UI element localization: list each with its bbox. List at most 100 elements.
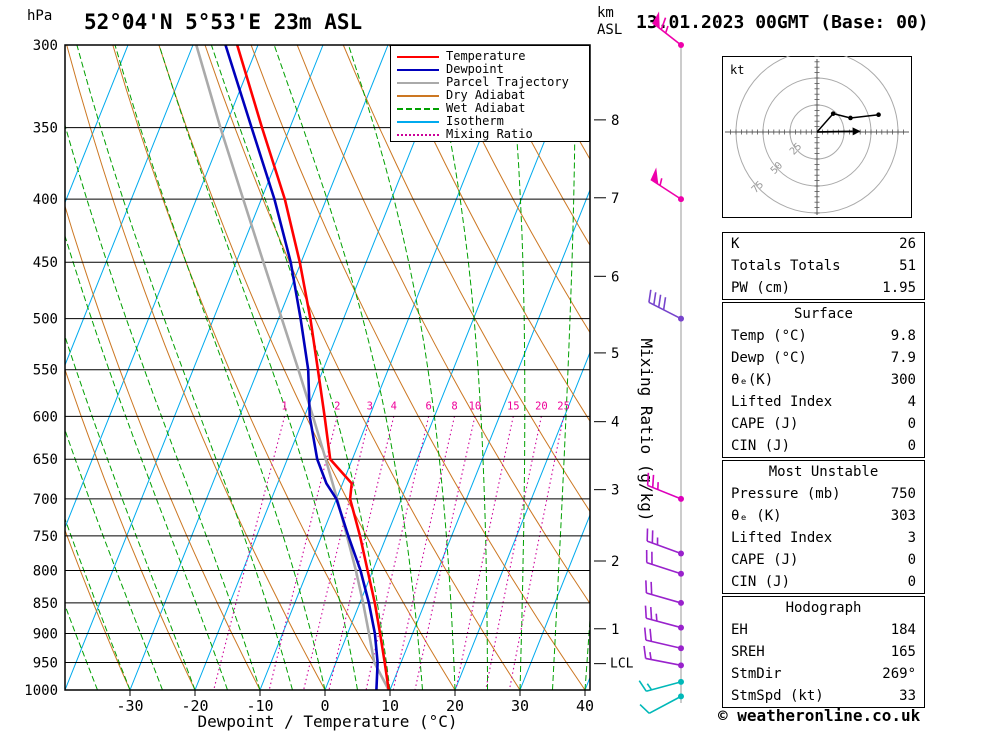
hodograph-unit-label: kt: [730, 63, 744, 77]
stat-value: 303: [890, 508, 916, 524]
svg-text:-10: -10: [246, 697, 273, 715]
svg-text:700: 700: [33, 492, 58, 508]
stats-table: Hodograph EH 184 SREH 165 StmDir 269° StmSpd (k…: [722, 596, 925, 708]
svg-text:-20: -20: [181, 697, 208, 715]
stat-label: K: [731, 236, 740, 252]
legend-label: Mixing Ratio: [446, 127, 533, 141]
stats-row: EH 184: [723, 619, 924, 641]
svg-text:30: 30: [511, 697, 529, 715]
copyright: © weatheronline.co.uk: [718, 706, 921, 725]
stat-value: 165: [890, 644, 916, 660]
stat-label: θₑ (K): [731, 508, 782, 524]
chart-legend: Temperature Dewpoint Parcel Trajectory Dry …: [390, 45, 590, 142]
svg-text:1: 1: [281, 400, 287, 412]
station-title: 52°04'N 5°53'E 23m ASL: [84, 10, 363, 34]
svg-text:500: 500: [33, 312, 58, 328]
svg-text:850: 850: [33, 596, 58, 612]
legend-label: Parcel Trajectory: [446, 75, 569, 89]
svg-text:2: 2: [611, 554, 619, 570]
dewpoint-trace: [224, 45, 379, 690]
stat-value: 7.9: [890, 350, 916, 366]
stats-row: CIN (J) 0: [723, 571, 924, 593]
stat-value: 9.8: [890, 328, 916, 344]
stats-row: CAPE (J) 0: [723, 413, 924, 435]
km-axis: 8 7 6 5 4 3 2 1 LCL Mixing Ratio (g/kg): [594, 113, 656, 672]
stats-row: StmDir 269°: [723, 663, 924, 685]
stat-label: Pressure (mb): [731, 486, 841, 502]
altitude-axis-unit-km: km: [597, 5, 614, 21]
svg-text:15: 15: [507, 400, 520, 412]
altitude-axis-unit-asl: ASL: [597, 22, 623, 38]
stat-label: θₑ(K): [731, 372, 774, 388]
svg-text:7: 7: [611, 191, 619, 207]
stat-value: 3: [907, 530, 916, 546]
legend-line-sample: [397, 120, 439, 123]
temperature-trace: [235, 45, 391, 690]
stats-row: PW (cm) 1.95: [723, 277, 924, 299]
stat-label: Temp (°C): [731, 328, 807, 344]
pressure-axis-labels: 300 350 400 450 500 550 600 650 700 750 800 850 900 9…: [24, 38, 58, 699]
stats-table: Surface Temp (°C) 9.8 Dewp (°C) 7.9 θₑ(K) 300 L…: [722, 302, 925, 458]
stats-table: K 26 Totals Totals 51 PW (cm) 1.95: [722, 232, 925, 300]
stats-row: Lifted Index 3: [723, 527, 924, 549]
svg-text:0: 0: [320, 697, 329, 715]
x-axis-title: Dewpoint / Temperature (°C): [197, 712, 457, 731]
svg-text:2: 2: [334, 400, 340, 412]
stats-row: CIN (J) 0: [723, 435, 924, 457]
stat-label: CAPE (J): [731, 416, 799, 432]
stat-value: 0: [907, 574, 916, 590]
legend-label: Temperature: [446, 49, 526, 63]
stats-table: Most Unstable Pressure (mb) 750 θₑ (K) 303 Li…: [722, 460, 925, 594]
legend-item: Isotherm: [395, 115, 589, 128]
stats-row: CAPE (J) 0: [723, 549, 924, 571]
stats-tables: K 26 Totals Totals 51 PW (cm) 1.95 Surface Temp…: [722, 232, 925, 710]
svg-text:-30: -30: [116, 697, 143, 715]
stat-value: 0: [907, 416, 916, 432]
legend-line-sample: [397, 107, 439, 110]
stats-row: Temp (°C) 9.8: [723, 325, 924, 347]
svg-text:800: 800: [33, 563, 58, 579]
svg-text:6: 6: [611, 269, 619, 285]
stats-row: K 26: [723, 233, 924, 255]
run-datetime: 13.01.2023 00GMT (Base: 00): [636, 12, 929, 33]
svg-text:25: 25: [557, 400, 570, 412]
legend-line-sample: [397, 55, 439, 58]
stat-label: EH: [731, 622, 748, 638]
svg-text:900: 900: [33, 627, 58, 643]
svg-text:450: 450: [33, 255, 58, 271]
stat-label: CAPE (J): [731, 552, 799, 568]
svg-text:40: 40: [576, 697, 594, 715]
isotherm-lines: [65, 45, 590, 690]
svg-text:10: 10: [381, 697, 399, 715]
svg-text:10: 10: [469, 400, 482, 412]
stats-row: Totals Totals 51: [723, 255, 924, 277]
svg-text:3: 3: [367, 400, 373, 412]
stat-label: PW (cm): [731, 280, 791, 296]
stat-value: 26: [899, 236, 916, 252]
temperature-axis: -30 -20 -10 0 10 20 30 40 Dewpoint / Temperature…: [116, 690, 594, 731]
mixing-ratio-lines: [213, 416, 565, 690]
altitude-axis-unit: km ASL: [597, 5, 622, 39]
svg-text:5: 5: [611, 346, 619, 362]
legend-label: Dewpoint: [446, 62, 504, 76]
legend-label: Isotherm: [446, 114, 504, 128]
svg-text:4: 4: [391, 400, 397, 412]
legend-item: Dry Adiabat: [395, 89, 589, 102]
legend-label: Dry Adiabat: [446, 88, 526, 102]
stat-label: Lifted Index: [731, 394, 833, 410]
svg-text:550: 550: [33, 363, 58, 379]
stats-row: θₑ(K) 300: [723, 369, 924, 391]
legend-line-sample: [397, 81, 439, 84]
stat-label: SREH: [731, 644, 765, 660]
stats-row: Dewp (°C) 7.9: [723, 347, 924, 369]
svg-text:650: 650: [33, 452, 58, 468]
stat-value: 184: [890, 622, 916, 638]
stat-label: CIN (J): [731, 438, 791, 454]
legend-item: Mixing Ratio: [395, 128, 589, 141]
stat-value: 300: [890, 372, 916, 388]
stat-value: 0: [907, 552, 916, 568]
legend-line-sample: [397, 94, 439, 97]
